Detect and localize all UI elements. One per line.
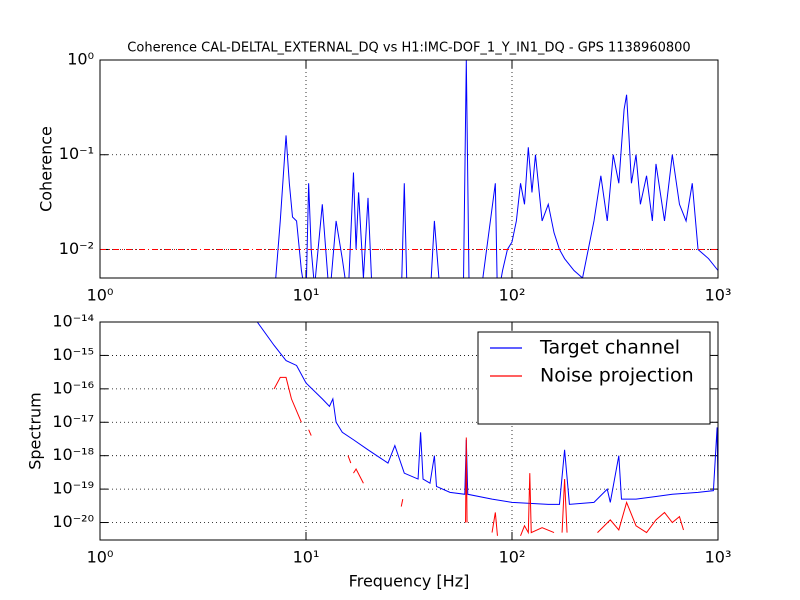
y-tick-label: 10⁻¹ (59, 144, 94, 163)
y-tick-label: 10⁻²⁰ (52, 512, 94, 531)
axes-frame (99, 321, 719, 541)
x-tick-label: 10³ (705, 286, 732, 305)
y-tick-label: 10⁻¹⁵ (52, 345, 94, 364)
series-line (275, 60, 718, 278)
y-tick-label: 10⁻¹⁴ (52, 312, 94, 331)
plot-area (256, 322, 718, 537)
legend-label: Target channel (539, 337, 680, 359)
y-axis-label: Spectrum (26, 392, 45, 470)
y-tick-label: 10⁻¹⁶ (52, 378, 94, 397)
series-line (256, 322, 718, 505)
chart-title: Coherence CAL-DELTAL_EXTERNAL_DQ vs H1:I… (127, 41, 690, 56)
y-tick-label: 10⁻¹⁸ (52, 445, 94, 464)
x-tick-label: 10² (499, 286, 526, 305)
x-axis-label: Frequency [Hz] (349, 572, 470, 591)
y-tick-label: 10⁰ (67, 50, 94, 69)
legend-box (477, 331, 711, 425)
x-tick-label: 10⁰ (87, 286, 114, 305)
plot-area (100, 60, 718, 278)
legend-label: Noise projection (540, 365, 694, 387)
y-tick-label: 10⁻¹⁹ (52, 479, 94, 498)
y-tick-label: 10⁻² (59, 239, 94, 258)
x-tick-label: 10³ (705, 548, 732, 567)
y-tick-label: 10⁻¹⁷ (52, 412, 94, 431)
x-tick-label: 10¹ (293, 548, 320, 567)
x-tick-label: 10¹ (293, 286, 320, 305)
series-line (273, 376, 684, 537)
axes-frame (99, 59, 719, 279)
x-tick-label: 10² (499, 548, 526, 567)
x-tick-label: 10⁰ (87, 548, 114, 567)
y-axis-label: Coherence (37, 126, 56, 212)
